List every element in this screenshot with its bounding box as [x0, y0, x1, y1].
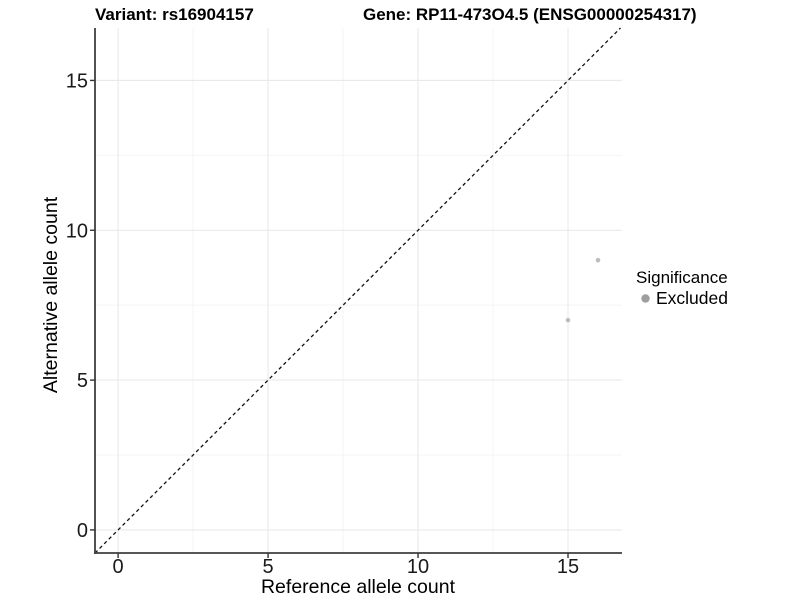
- y-tick-label: 15: [66, 70, 88, 92]
- x-tick-label: 15: [557, 556, 579, 578]
- y-tick-label: 0: [77, 520, 88, 542]
- identity-dashed-line: [94, 27, 621, 554]
- plot-title-variant: Variant: rs16904157: [95, 5, 254, 24]
- legend-entry-label: Excluded: [656, 288, 728, 308]
- point-excluded: [595, 257, 601, 263]
- legend: Significance Excluded: [636, 268, 728, 308]
- point-excluded: [565, 317, 571, 323]
- x-tick-label: 0: [113, 556, 124, 578]
- legend-key-dot: [641, 294, 650, 303]
- y-tick-label: 5: [77, 370, 88, 392]
- legend-title: Significance: [636, 268, 728, 287]
- tick-labels: 0 5 10 15 0 5 10 15: [66, 70, 579, 578]
- data-points: [565, 257, 601, 323]
- plot-title-gene: Gene: RP11-473O4.5 (ENSG00000254317): [363, 5, 697, 24]
- x-axis-label: Reference allele count: [261, 576, 456, 598]
- x-tick-label: 5: [263, 556, 274, 578]
- y-axis-label: Alternative allele count: [40, 196, 62, 393]
- axes: [90, 28, 622, 558]
- gridlines: [95, 28, 622, 553]
- y-tick-label: 10: [66, 220, 88, 242]
- x-tick-label: 10: [407, 556, 429, 578]
